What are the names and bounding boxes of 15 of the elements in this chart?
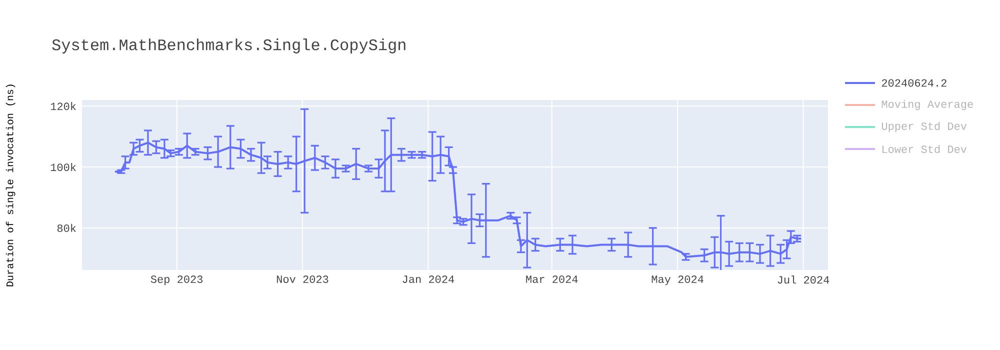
y-tick-label: 100k	[50, 162, 76, 172]
x-tick-label: Jul 2024	[778, 276, 830, 284]
x-tick-label: Nov 2023	[276, 276, 328, 283]
legend-label: 20240624.2	[882, 79, 946, 87]
x-tick-label: Jan 2024	[402, 276, 454, 283]
x-tick-label: Mar 2024	[526, 276, 578, 283]
x-tick-label: Sep 2023	[150, 276, 203, 286]
y-axis-title: Duration of single invocation (ns)	[6, 84, 16, 286]
y-tick-label: 120k	[50, 102, 76, 110]
legend-label: Upper Std Dev	[882, 122, 967, 132]
x-tick-label: May 2024	[652, 276, 704, 286]
legend-label: Lower Std Dev	[882, 144, 967, 154]
legend-label: Moving Average	[882, 100, 973, 110]
chart-title: System.MathBenchmarks.Single.CopySign	[52, 38, 406, 54]
y-tick-label: 80k	[57, 224, 76, 232]
